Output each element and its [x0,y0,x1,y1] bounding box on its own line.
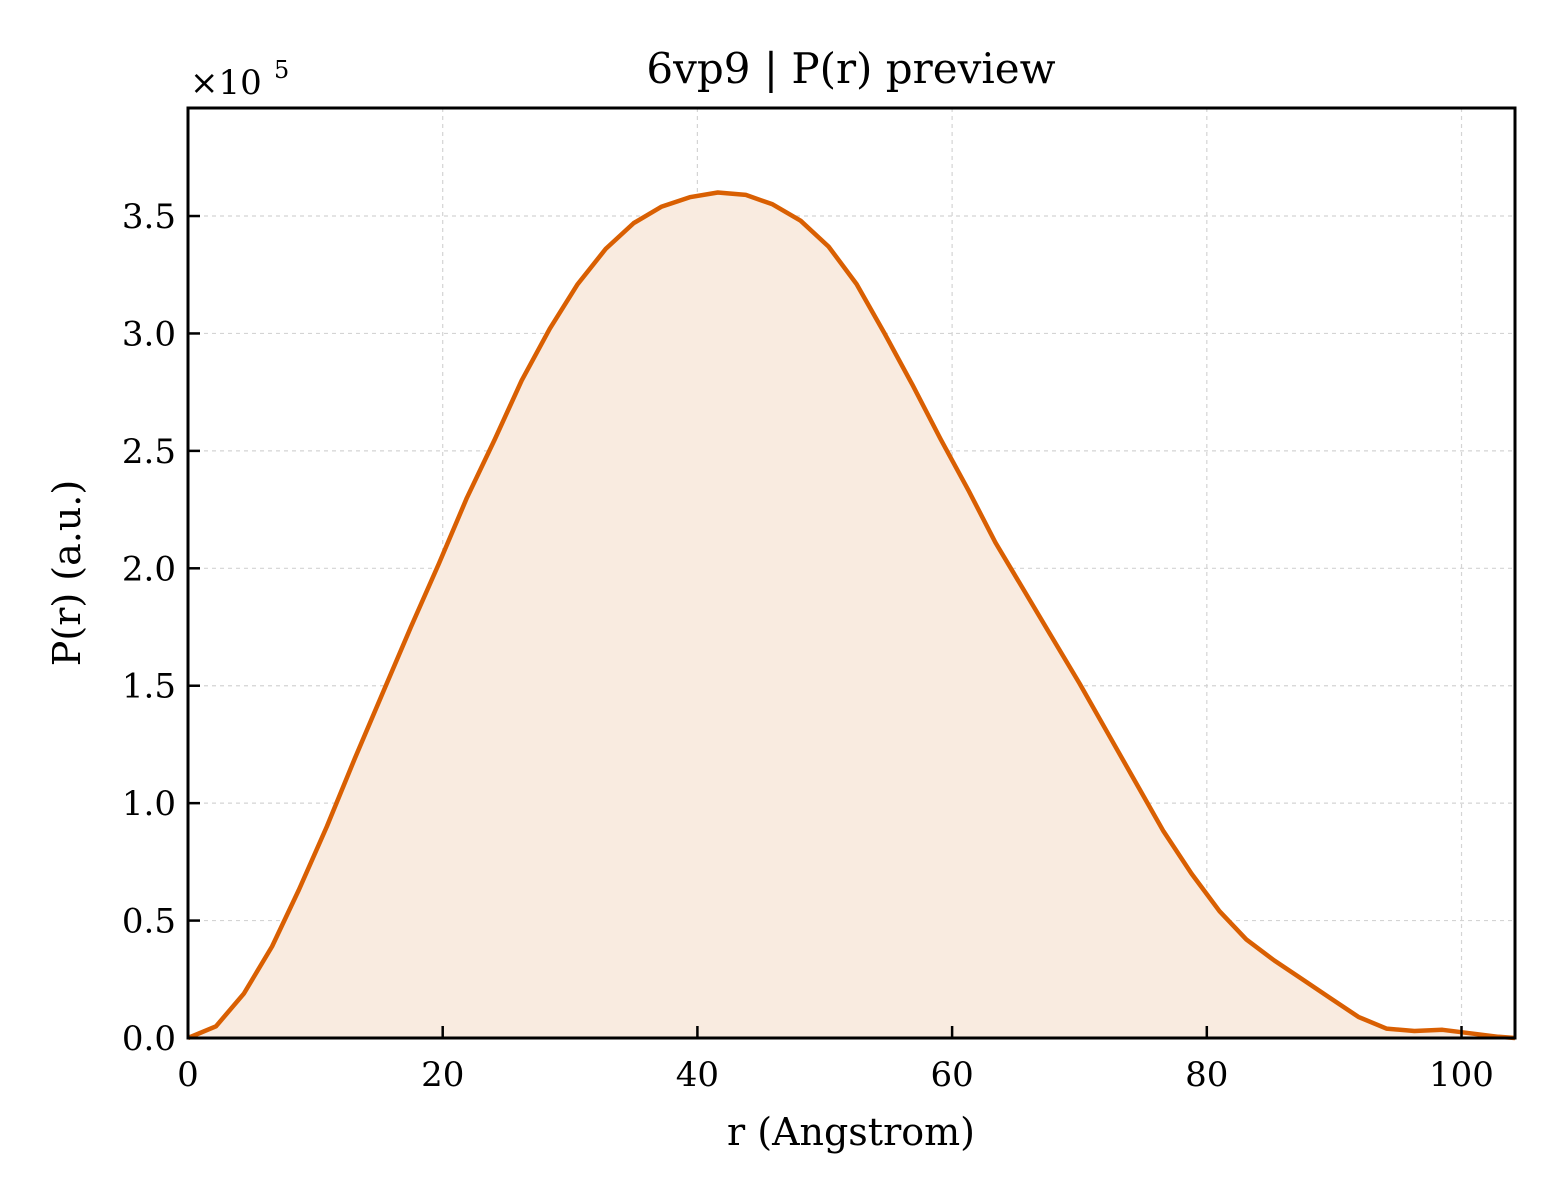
x-axis-title: r (Angstrom) [727,1110,975,1154]
plot-frame [186,106,1517,1040]
y-tick-label: 1.5 [122,667,176,707]
x-axis: 0 20 40 60 80 100 [177,1026,1494,1095]
y-axis-title: P(r) (a.u.) [45,480,89,666]
x-tick-label: 20 [421,1055,464,1095]
y-multiplier-exponent: 5 [274,56,289,84]
chart-title: 6vp9 | P(r) preview [646,44,1055,93]
y-tick-label: 2.5 [122,432,176,472]
x-tick-label: 0 [177,1055,199,1095]
x-tick-label: 80 [1185,1055,1228,1095]
x-tick-label: 40 [676,1055,719,1095]
y-tick-label: 2.0 [122,549,176,589]
y-tick-label: 0.0 [122,1019,176,1059]
y-tick-label: 1.0 [122,784,176,824]
x-tick-label: 60 [930,1055,973,1095]
y-tick-label: 3.0 [122,314,176,354]
series-line [187,190,1516,1041]
y-axis: 0.0 0.5 1.0 1.5 2.0 2.5 3.0 3.5 [122,197,200,1059]
x-tick-label: 100 [1429,1055,1494,1095]
y-tick-label: 3.5 [122,197,176,237]
y-multiplier-base: ×10 [190,63,262,103]
y-tick-label: 0.5 [122,902,176,942]
area-fill [188,192,1515,1038]
y-multiplier: ×10 5 [190,56,289,103]
